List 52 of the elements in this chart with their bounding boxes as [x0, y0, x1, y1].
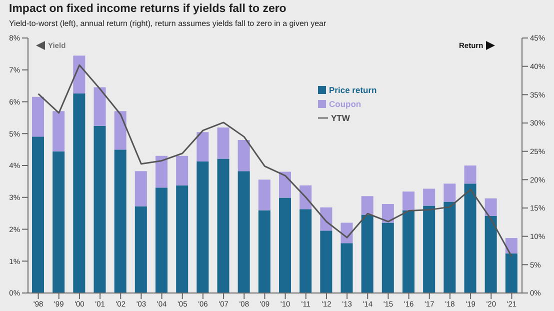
bar [258, 180, 270, 210]
chart-title: Impact on fixed income returns if yields fall to zero [9, 3, 286, 15]
bar [484, 216, 497, 293]
bar [464, 166, 476, 184]
chart-subtitle: Yield-to-worst (left), annual return (right), return assumes yields fall to zero in a given year [9, 19, 326, 28]
bar [32, 136, 44, 293]
line-series [38, 64, 512, 258]
bar [505, 238, 518, 254]
bar [196, 132, 209, 162]
bar [176, 156, 188, 186]
bar [52, 151, 65, 293]
bar [402, 210, 414, 293]
bar [340, 243, 353, 293]
bar [444, 202, 456, 293]
bar [217, 128, 230, 159]
bar [196, 162, 209, 293]
bar [94, 87, 106, 126]
bar [156, 156, 168, 188]
bar [217, 158, 230, 293]
bar [73, 94, 86, 293]
bar [114, 111, 126, 150]
bar [361, 214, 374, 293]
bar [134, 171, 147, 206]
legend-label: YTW [331, 113, 350, 123]
bar [444, 184, 456, 202]
bar [94, 126, 106, 293]
bar [320, 207, 332, 231]
bar [382, 222, 394, 293]
bar [176, 185, 188, 293]
bar [361, 196, 374, 215]
bar [134, 206, 147, 293]
bar [73, 56, 86, 94]
bar [320, 230, 332, 293]
bar [238, 171, 250, 293]
bar [382, 204, 394, 223]
bar [402, 192, 414, 210]
bar [505, 253, 518, 293]
bar [156, 188, 168, 293]
bar [279, 198, 291, 293]
bar [300, 209, 312, 293]
bar [423, 206, 436, 293]
legend-label: Price return [329, 85, 377, 95]
bar [484, 198, 497, 216]
bar [238, 140, 250, 172]
legend-label: Coupon [329, 99, 362, 109]
bar [52, 111, 65, 152]
bar [464, 184, 476, 293]
bar [114, 150, 126, 293]
bar [32, 96, 44, 137]
bar [423, 188, 436, 206]
bar [279, 172, 291, 198]
bar [258, 210, 270, 293]
